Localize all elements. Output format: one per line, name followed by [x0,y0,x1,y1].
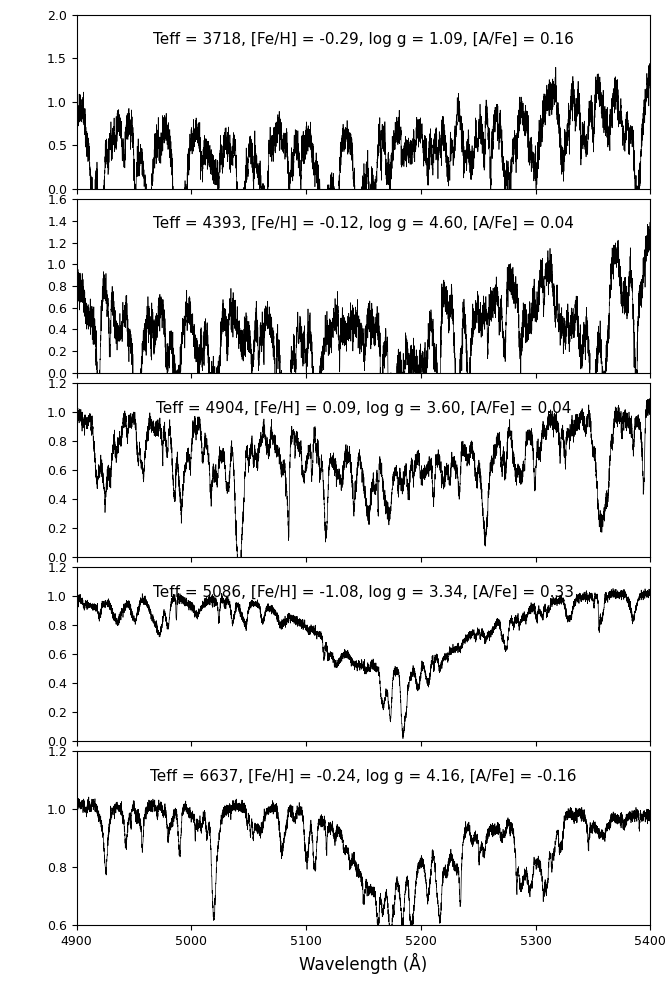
Text: Teff = 3718, [Fe/H] = -0.29, log g = 1.09, [A/Fe] = 0.16: Teff = 3718, [Fe/H] = -0.29, log g = 1.0… [153,32,574,47]
Text: Teff = 5086, [Fe/H] = -1.08, log g = 3.34, [A/Fe] = 0.33: Teff = 5086, [Fe/H] = -1.08, log g = 3.3… [153,585,574,600]
Text: Teff = 4904, [Fe/H] = 0.09, log g = 3.60, [A/Fe] = 0.04: Teff = 4904, [Fe/H] = 0.09, log g = 3.60… [156,401,571,416]
X-axis label: Wavelength (Å): Wavelength (Å) [299,953,428,974]
Text: Teff = 6637, [Fe/H] = -0.24, log g = 4.16, [A/Fe] = -0.16: Teff = 6637, [Fe/H] = -0.24, log g = 4.1… [150,769,577,784]
Text: Teff = 4393, [Fe/H] = -0.12, log g = 4.60, [A/Fe] = 0.04: Teff = 4393, [Fe/H] = -0.12, log g = 4.6… [153,216,574,231]
